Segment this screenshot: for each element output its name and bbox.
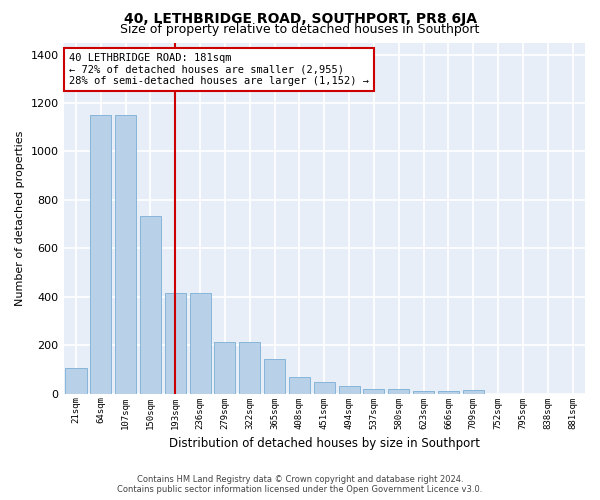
Text: 40 LETHBRIDGE ROAD: 181sqm
← 72% of detached houses are smaller (2,955)
28% of s: 40 LETHBRIDGE ROAD: 181sqm ← 72% of deta… [69,53,369,86]
Bar [388,390,409,394]
Bar [90,115,112,394]
Bar [239,342,260,394]
Text: 40, LETHBRIDGE ROAD, SOUTHPORT, PR8 6JA: 40, LETHBRIDGE ROAD, SOUTHPORT, PR8 6JA [124,12,476,26]
Bar [165,293,186,394]
Bar [364,390,385,394]
Bar [463,390,484,394]
Bar [190,293,211,394]
Y-axis label: Number of detached properties: Number of detached properties [15,130,25,306]
Text: Contains HM Land Registry data © Crown copyright and database right 2024.
Contai: Contains HM Land Registry data © Crown c… [118,474,482,494]
X-axis label: Distribution of detached houses by size in Southport: Distribution of detached houses by size … [169,437,480,450]
Bar [65,368,86,394]
Bar [214,342,235,394]
Bar [264,358,285,394]
Text: Size of property relative to detached houses in Southport: Size of property relative to detached ho… [121,22,479,36]
Bar [338,386,359,394]
Bar [438,391,459,394]
Bar [140,216,161,394]
Bar [314,382,335,394]
Bar [115,115,136,394]
Bar [289,376,310,394]
Bar [413,391,434,394]
